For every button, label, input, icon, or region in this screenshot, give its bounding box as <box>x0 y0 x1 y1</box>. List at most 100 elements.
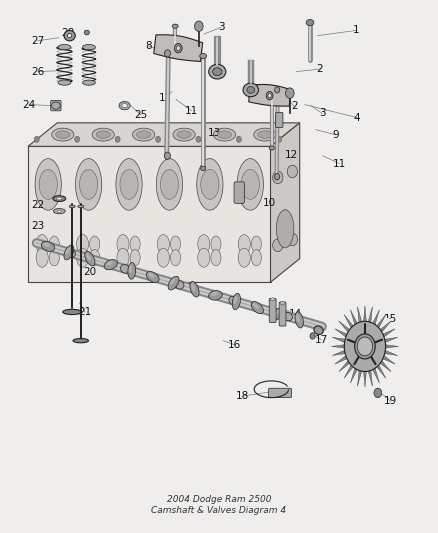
Circle shape <box>287 165 297 178</box>
Text: 1: 1 <box>353 26 360 35</box>
Ellipse shape <box>258 131 272 139</box>
Circle shape <box>275 87 280 93</box>
Text: 20: 20 <box>84 266 97 277</box>
Ellipse shape <box>296 314 300 322</box>
Ellipse shape <box>43 243 50 247</box>
Ellipse shape <box>148 273 155 278</box>
Text: 22: 22 <box>31 200 45 211</box>
Ellipse shape <box>104 260 117 270</box>
Circle shape <box>155 136 161 142</box>
Circle shape <box>272 171 283 184</box>
Polygon shape <box>357 306 362 322</box>
Polygon shape <box>368 306 372 322</box>
Ellipse shape <box>238 248 250 267</box>
Ellipse shape <box>77 235 88 254</box>
Polygon shape <box>380 361 391 372</box>
Ellipse shape <box>36 248 48 267</box>
Circle shape <box>236 136 241 142</box>
Text: 8: 8 <box>145 41 152 51</box>
Circle shape <box>194 21 203 31</box>
Circle shape <box>34 136 39 142</box>
Ellipse shape <box>84 30 89 35</box>
Ellipse shape <box>41 241 55 251</box>
Ellipse shape <box>120 169 138 199</box>
Text: 13: 13 <box>208 128 221 138</box>
Ellipse shape <box>170 249 180 266</box>
Ellipse shape <box>137 131 151 139</box>
Ellipse shape <box>106 261 113 265</box>
Circle shape <box>74 136 80 142</box>
Text: 12: 12 <box>285 150 298 160</box>
Circle shape <box>357 337 373 356</box>
Circle shape <box>196 136 201 142</box>
Ellipse shape <box>120 264 130 273</box>
Ellipse shape <box>80 169 98 199</box>
Ellipse shape <box>233 296 237 304</box>
Text: 23: 23 <box>31 221 45 231</box>
Polygon shape <box>373 368 379 383</box>
Ellipse shape <box>128 263 136 279</box>
Text: 28: 28 <box>61 28 74 38</box>
Ellipse shape <box>190 281 199 297</box>
Ellipse shape <box>133 128 155 141</box>
FancyBboxPatch shape <box>234 182 244 203</box>
Ellipse shape <box>200 53 207 59</box>
Ellipse shape <box>168 276 179 290</box>
FancyBboxPatch shape <box>276 112 283 127</box>
Ellipse shape <box>198 248 210 267</box>
Ellipse shape <box>64 30 75 41</box>
Ellipse shape <box>63 309 81 314</box>
Ellipse shape <box>247 86 254 93</box>
Ellipse shape <box>69 205 75 208</box>
Ellipse shape <box>73 338 88 343</box>
Ellipse shape <box>280 302 285 305</box>
Ellipse shape <box>177 131 191 139</box>
Ellipse shape <box>65 247 70 255</box>
Ellipse shape <box>130 249 140 266</box>
Polygon shape <box>380 321 391 332</box>
Text: 2: 2 <box>291 101 297 111</box>
Ellipse shape <box>90 249 100 266</box>
Text: 2: 2 <box>317 64 323 74</box>
Ellipse shape <box>253 303 259 309</box>
Ellipse shape <box>251 249 261 266</box>
Polygon shape <box>385 350 398 356</box>
Polygon shape <box>364 306 366 321</box>
Ellipse shape <box>173 128 195 141</box>
Circle shape <box>165 152 170 159</box>
Ellipse shape <box>129 265 132 273</box>
Ellipse shape <box>208 64 226 79</box>
Polygon shape <box>385 337 398 343</box>
Text: 27: 27 <box>31 36 45 46</box>
Ellipse shape <box>208 290 223 300</box>
Ellipse shape <box>57 210 61 212</box>
Ellipse shape <box>211 292 218 296</box>
Text: 15: 15 <box>384 314 397 324</box>
Ellipse shape <box>82 80 95 85</box>
Polygon shape <box>373 310 379 325</box>
Ellipse shape <box>156 159 183 210</box>
Ellipse shape <box>295 312 304 328</box>
Circle shape <box>174 44 182 53</box>
FancyBboxPatch shape <box>51 100 61 111</box>
Text: 4: 4 <box>354 112 360 123</box>
Ellipse shape <box>274 309 280 315</box>
Ellipse shape <box>170 236 180 252</box>
Polygon shape <box>332 345 344 348</box>
Ellipse shape <box>58 45 71 50</box>
Ellipse shape <box>270 298 275 301</box>
Ellipse shape <box>85 252 95 266</box>
Ellipse shape <box>146 271 159 282</box>
Ellipse shape <box>170 278 175 285</box>
Polygon shape <box>339 321 350 332</box>
Ellipse shape <box>96 131 110 139</box>
Ellipse shape <box>39 169 57 199</box>
Polygon shape <box>332 337 345 343</box>
Text: 16: 16 <box>228 340 241 350</box>
Ellipse shape <box>211 236 221 252</box>
FancyBboxPatch shape <box>279 302 286 326</box>
Text: 26: 26 <box>31 67 45 77</box>
Polygon shape <box>335 329 347 337</box>
Ellipse shape <box>175 280 184 289</box>
Circle shape <box>355 334 375 359</box>
